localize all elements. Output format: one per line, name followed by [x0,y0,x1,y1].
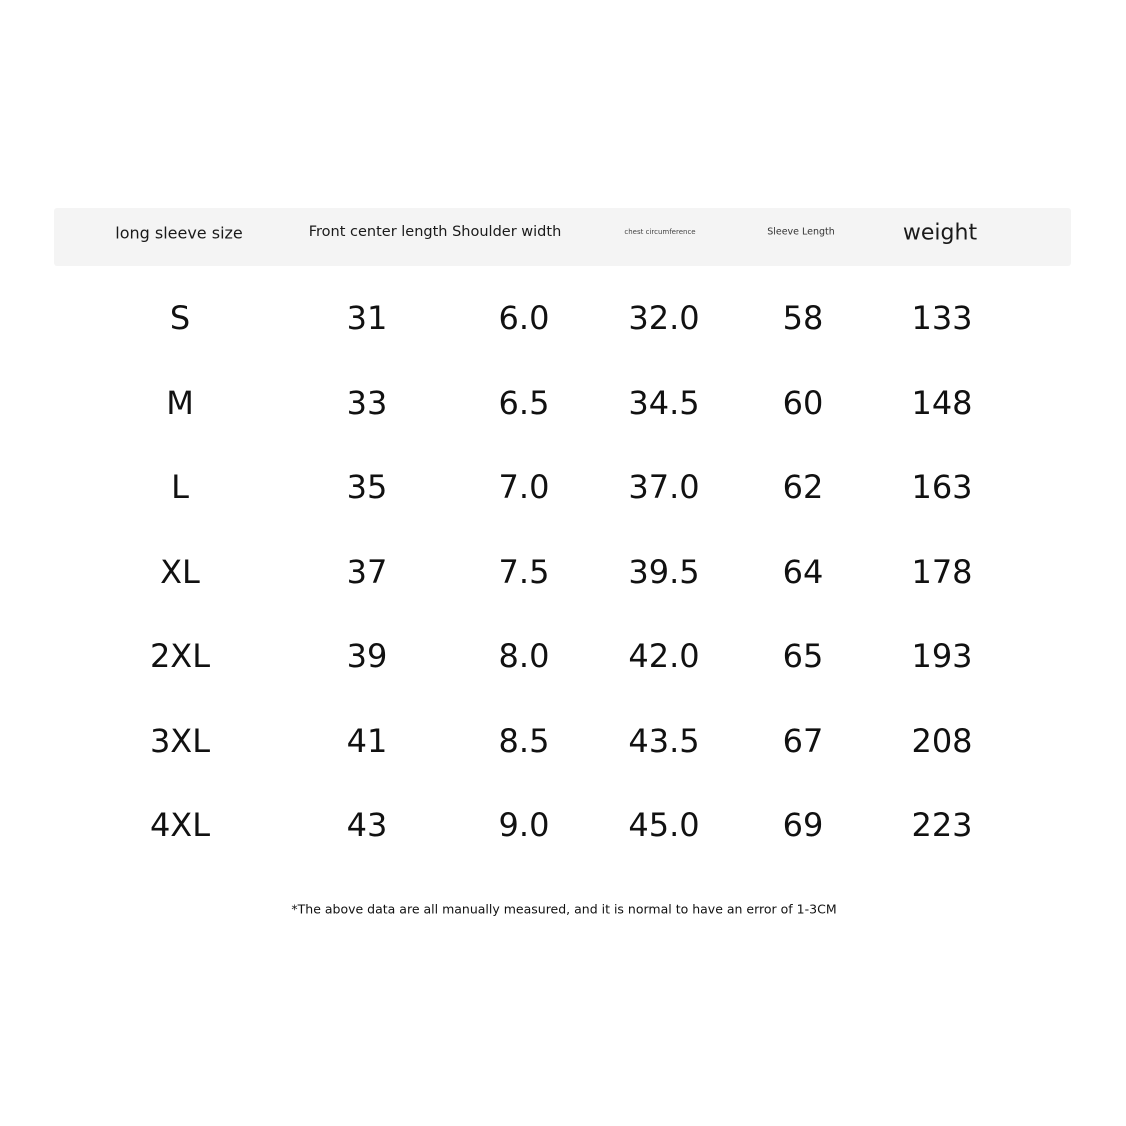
cell-size: 3XL [149,721,211,760]
cell-sleeve-length: 64 [782,552,824,591]
cell-size: S [169,299,191,337]
cell-front-length: 35 [346,468,388,506]
cell-size: L [171,468,189,506]
cell-front-length: 33 [346,383,388,422]
cell-chest: 42.0 [628,637,700,675]
cell-size: XL [160,552,200,591]
cell-front-length: 37 [346,552,388,591]
cell-chest: 43.5 [628,721,700,760]
cell-weight: 148 [911,383,973,422]
header-sleeve: Sleeve Length [767,226,835,238]
cell-weight: 208 [911,721,973,760]
cell-front-length: 31 [346,299,388,337]
cell-sleeve-length: 67 [782,721,824,760]
cell-shoulder-width: 8.5 [498,721,550,760]
cell-sleeve-length: 58 [782,299,824,337]
cell-sleeve-length: 62 [782,468,824,506]
cell-shoulder-width: 7.5 [498,552,550,591]
cell-sleeve-length: 65 [782,637,824,675]
cell-chest: 37.0 [628,468,700,506]
cell-weight: 133 [911,299,973,337]
cell-weight: 193 [911,637,973,675]
cell-weight: 223 [911,806,973,844]
cell-sleeve-length: 69 [782,806,824,844]
cell-chest: 39.5 [628,552,700,591]
header-weight: weight [902,220,978,246]
cell-front-length: 41 [346,721,388,760]
cell-chest: 32.0 [628,299,700,337]
cell-chest: 45.0 [628,806,700,844]
cell-shoulder-width: 8.0 [498,637,550,675]
cell-weight: 163 [911,468,973,506]
cell-size: M [166,383,194,422]
cell-front-length: 39 [346,637,388,675]
cell-chest: 34.5 [628,383,700,422]
cell-size: 2XL [149,637,211,675]
header-chest: chest circumference [624,228,696,236]
cell-sleeve-length: 60 [782,383,824,422]
cell-shoulder-width: 7.0 [498,468,550,506]
table-header [54,208,1071,266]
header-front-shoulder: Front center length Shoulder width [308,224,562,240]
cell-shoulder-width: 6.5 [498,383,550,422]
cell-front-length: 43 [346,806,388,844]
cell-shoulder-width: 9.0 [498,806,550,844]
cell-shoulder-width: 6.0 [498,299,550,337]
cell-size: 4XL [149,806,211,844]
cell-weight: 178 [911,552,973,591]
footnote: *The above data are all manually measure… [291,901,837,917]
header-size: long sleeve size [115,223,243,243]
